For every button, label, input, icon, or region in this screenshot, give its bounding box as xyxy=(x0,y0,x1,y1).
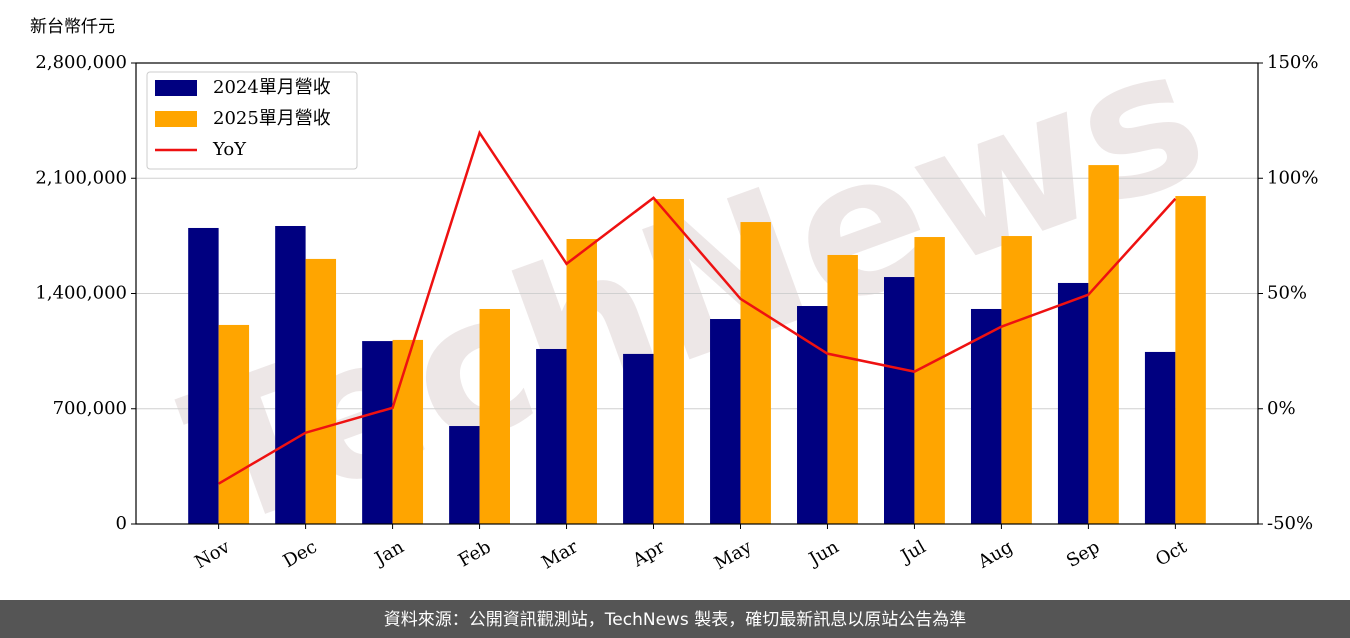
plot-frame xyxy=(135,62,1259,525)
bar xyxy=(740,222,771,525)
y-tick-label: 0 xyxy=(116,513,127,534)
x-tick-label: Feb xyxy=(455,536,495,571)
bar xyxy=(362,341,393,524)
legend-label: YoY xyxy=(212,139,247,160)
bar xyxy=(188,227,219,524)
legend-box xyxy=(146,71,358,170)
legend-swatch xyxy=(155,80,197,96)
y2-tick-label: 150% xyxy=(1267,52,1318,73)
bar xyxy=(305,258,337,524)
bar xyxy=(449,426,480,524)
bar xyxy=(827,254,858,524)
bar xyxy=(392,339,424,524)
x-tick-label: Mar xyxy=(538,536,582,573)
bar xyxy=(1175,196,1206,524)
bar xyxy=(1144,351,1176,524)
y2-tick-label: 0% xyxy=(1267,398,1296,419)
bar xyxy=(623,353,654,524)
bar xyxy=(218,324,250,524)
bar xyxy=(566,239,597,524)
bar xyxy=(797,306,828,524)
bar xyxy=(536,348,567,524)
bar xyxy=(1001,236,1032,524)
bar xyxy=(1088,165,1119,525)
x-tick-label: Oct xyxy=(1152,536,1191,571)
x-tick-label: Sep xyxy=(1063,536,1103,571)
y2-tick-label: 100% xyxy=(1267,167,1318,188)
x-tick-label: Apr xyxy=(628,536,668,571)
x-tick-label: Aug xyxy=(974,536,1017,573)
bar xyxy=(884,277,915,524)
bar xyxy=(970,308,1002,524)
y-tick-label: 700,000 xyxy=(53,398,127,419)
y-tick-label: 1,400,000 xyxy=(35,283,127,304)
legend-label: 2024單月營收 xyxy=(213,77,331,98)
x-tick-label: Jan xyxy=(370,536,408,570)
bar xyxy=(710,319,741,524)
plot: 0 700,000 1,400,000 2,100,000 2,800,000 -50% 0… xyxy=(35,52,1318,574)
x-tick-label: Jul xyxy=(896,536,930,568)
y-tick-label: 2,800,000 xyxy=(35,52,127,73)
line-series xyxy=(217,129,1177,485)
bar xyxy=(653,198,684,524)
x-tick-label: May xyxy=(711,536,756,574)
bar xyxy=(914,237,945,524)
legend-swatch xyxy=(155,111,197,127)
footer: 資料來源：公開資訊觀測站，TechNews 製表，確切最新訊息以原站公告為準 xyxy=(384,610,966,630)
y2-tick-label: -50% xyxy=(1267,513,1313,534)
y-axis-label: 新台幣仟元 xyxy=(30,17,115,37)
bar xyxy=(479,308,510,524)
y-tick-label: 2,100,000 xyxy=(35,167,127,188)
x-tick-label: Jun xyxy=(804,536,843,571)
bar xyxy=(275,225,306,524)
y2-tick-label: 50% xyxy=(1267,283,1307,304)
bar xyxy=(1057,282,1089,524)
legend-label: 2025單月營收 xyxy=(213,108,331,129)
footer-band xyxy=(0,600,1350,638)
